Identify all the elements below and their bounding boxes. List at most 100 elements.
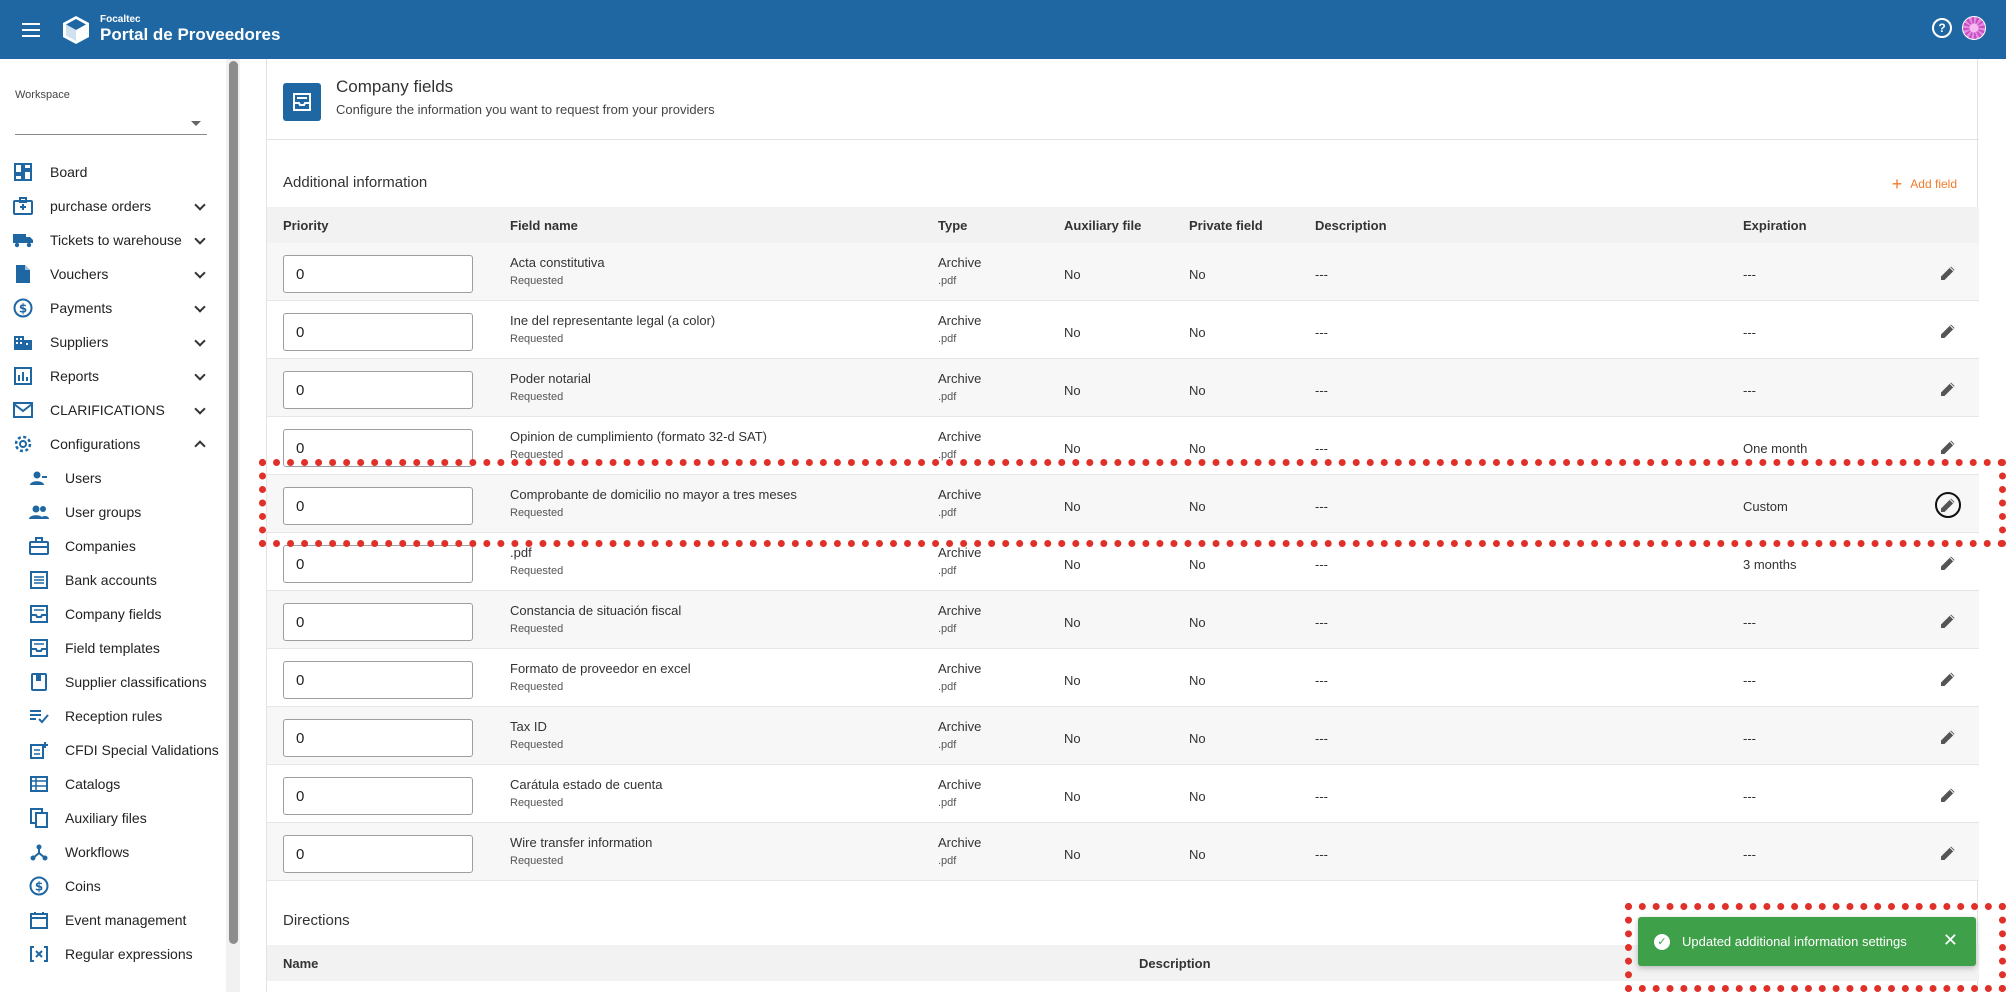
priority-input[interactable]: 0 <box>283 487 473 525</box>
edit-icon[interactable] <box>1935 608 1961 634</box>
field-extension: .pdf <box>938 681 957 693</box>
add-field-button[interactable]: + Add field <box>1892 175 1957 193</box>
chevron-down-icon[interactable] <box>194 369 206 381</box>
description-value: --- <box>1315 383 1328 398</box>
edit-icon[interactable] <box>1935 724 1961 750</box>
auxiliary-file-value: No <box>1064 789 1081 804</box>
chevron-down-icon[interactable] <box>194 267 206 279</box>
expiration-value: --- <box>1743 267 1756 282</box>
edit-icon[interactable] <box>1935 376 1961 402</box>
sidebar-item-catalogs[interactable]: Catalogs <box>0 767 226 801</box>
sidebar-item-clarifications[interactable]: CLARIFICATIONS <box>0 393 226 427</box>
auxiliary-file-value: No <box>1064 615 1081 630</box>
chevron-up-icon[interactable] <box>194 440 206 452</box>
field-type: Archive <box>938 661 982 676</box>
column-header-field-name[interactable]: Field name <box>510 217 578 233</box>
user-icon <box>28 468 50 488</box>
svg-text:$: $ <box>35 880 43 894</box>
sidebar-item-vouchers[interactable]: Vouchers <box>0 257 226 291</box>
field-extension: .pdf <box>938 739 957 751</box>
sidebar-item-tickets[interactable]: Tickets to warehouse <box>0 223 226 257</box>
sidebar-item-payments[interactable]: $ Payments <box>0 291 226 325</box>
edit-icon[interactable] <box>1935 782 1961 808</box>
edit-icon[interactable] <box>1935 434 1961 460</box>
sidebar-item-label: Regular expressions <box>65 946 193 962</box>
logo[interactable]: Focaltec Portal de Proveedores <box>62 14 280 45</box>
help-icon[interactable]: ? <box>1932 18 1952 38</box>
purchase-orders-icon <box>12 196 34 216</box>
priority-input[interactable]: 0 <box>283 313 473 351</box>
field-status: Requested <box>510 681 564 693</box>
priority-input[interactable]: 0 <box>283 777 473 815</box>
field-extension: .pdf <box>938 449 957 461</box>
sidebar-item-user-groups[interactable]: User groups <box>0 495 226 529</box>
section-title-directions: Directions <box>283 912 350 929</box>
workspace-selector: Workspace <box>15 89 207 135</box>
column-header-private-field[interactable]: Private field <box>1189 217 1263 233</box>
template-icon <box>28 638 50 658</box>
sidebar-scrollbar[interactable] <box>226 59 240 992</box>
expiration-value: --- <box>1743 383 1756 398</box>
chevron-down-icon[interactable] <box>194 335 206 347</box>
edit-icon[interactable] <box>1935 666 1961 692</box>
sidebar-item-label: purchase orders <box>50 198 152 214</box>
sidebar-item-regular-expressions[interactable]: Regular expressions <box>0 937 226 971</box>
sidebar-item-reports[interactable]: Reports <box>0 359 226 393</box>
priority-input[interactable]: 0 <box>283 719 473 757</box>
sidebar-item-workflows[interactable]: Workflows <box>0 835 226 869</box>
files-icon <box>28 808 50 828</box>
sidebar-item-cfdi-validations[interactable]: CFDI Special Validations <box>0 733 226 767</box>
main-content: Company fields Configure the information… <box>266 59 1979 992</box>
sidebar: Workspace Board purchase orders Tickets … <box>0 59 226 992</box>
priority-input[interactable]: 0 <box>283 255 473 293</box>
priority-input[interactable]: 0 <box>283 835 473 873</box>
column-header-expiration[interactable]: Expiration <box>1743 217 1807 233</box>
chevron-down-icon[interactable] <box>194 199 206 211</box>
sidebar-item-users[interactable]: Users <box>0 461 226 495</box>
sidebar-item-suppliers[interactable]: Suppliers <box>0 325 226 359</box>
sidebar-item-configurations[interactable]: Configurations <box>0 427 226 461</box>
sidebar-item-companies[interactable]: Companies <box>0 529 226 563</box>
edit-icon[interactable] <box>1935 840 1961 866</box>
priority-input[interactable]: 0 <box>283 603 473 641</box>
column-header-description[interactable]: Description <box>1315 217 1387 233</box>
sidebar-item-coins[interactable]: $ Coins <box>0 869 226 903</box>
sidebar-item-event-management[interactable]: Event management <box>0 903 226 937</box>
priority-input[interactable]: 0 <box>283 545 473 583</box>
priority-input[interactable]: 0 <box>283 661 473 699</box>
close-icon[interactable]: ✕ <box>1942 930 1958 950</box>
workspace-label: Workspace <box>15 89 70 101</box>
auxiliary-file-value: No <box>1064 673 1081 688</box>
avatar[interactable] <box>1962 16 1986 40</box>
workspace-select[interactable] <box>15 111 207 135</box>
priority-input[interactable]: 0 <box>283 429 473 467</box>
sidebar-item-bank-accounts[interactable]: Bank accounts <box>0 563 226 597</box>
sidebar-item-field-templates[interactable]: Field templates <box>0 631 226 665</box>
sidebar-item-reception-rules[interactable]: Reception rules <box>0 699 226 733</box>
sidebar-item-board[interactable]: Board <box>0 155 226 189</box>
sidebar-item-label: Field templates <box>65 640 160 656</box>
column-header-type[interactable]: Type <box>938 217 968 233</box>
column-header-priority[interactable]: Priority <box>283 217 329 233</box>
sidebar-item-supplier-classifications[interactable]: Supplier classifications <box>0 665 226 699</box>
menu-icon[interactable] <box>0 0 62 59</box>
column-header-directions-description[interactable]: Description <box>1139 956 1211 971</box>
edit-icon[interactable] <box>1935 260 1961 286</box>
field-type: Archive <box>938 719 982 734</box>
sidebar-item-auxiliary-files[interactable]: Auxiliary files <box>0 801 226 835</box>
priority-input[interactable]: 0 <box>283 371 473 409</box>
chevron-down-icon[interactable] <box>194 233 206 245</box>
sidebar-item-label: Suppliers <box>50 334 109 350</box>
edit-icon[interactable] <box>1935 318 1961 344</box>
chevron-down-icon[interactable] <box>194 403 206 415</box>
scrollbar-thumb[interactable] <box>229 61 238 944</box>
sidebar-item-company-fields[interactable]: Company fields <box>0 597 226 631</box>
chevron-down-icon[interactable] <box>194 301 206 313</box>
edit-icon[interactable] <box>1935 550 1961 576</box>
field-name: Wire transfer information <box>510 835 653 850</box>
column-header-name[interactable]: Name <box>283 956 319 971</box>
column-header-auxiliary-file[interactable]: Auxiliary file <box>1064 217 1142 233</box>
sidebar-item-purchase-orders[interactable]: purchase orders <box>0 189 226 223</box>
private-field-value: No <box>1189 557 1206 572</box>
edit-icon[interactable] <box>1935 492 1961 518</box>
